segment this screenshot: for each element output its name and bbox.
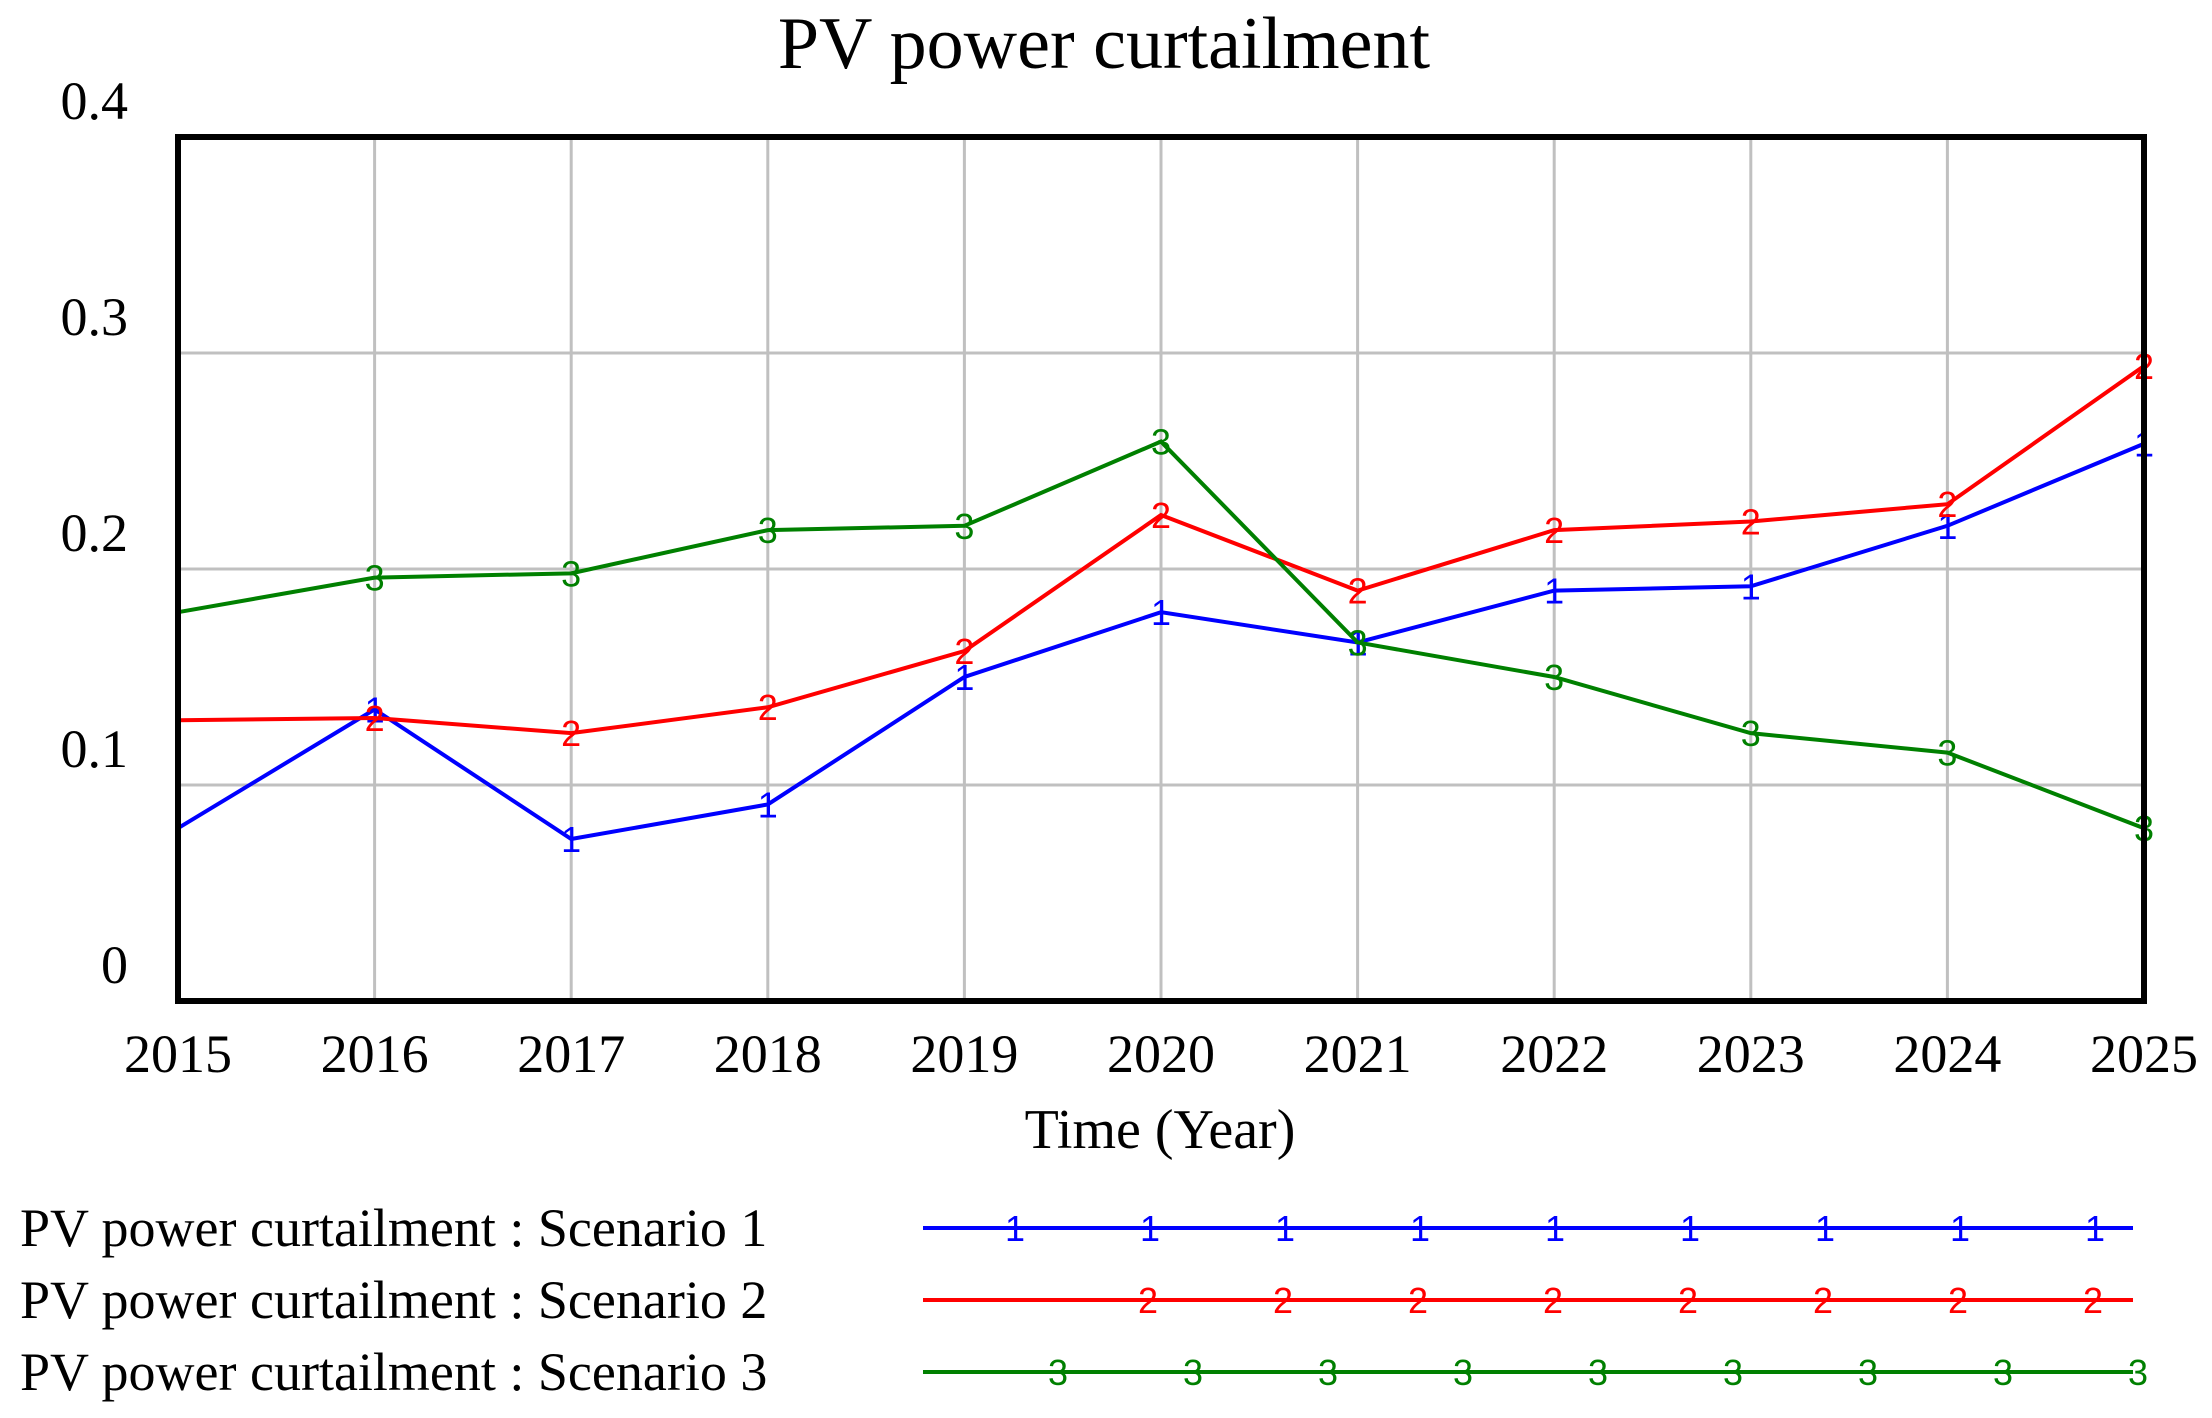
data-point-scenario-1: 1	[1544, 571, 1564, 612]
legend-marker-scenario-1: 1	[1680, 1208, 1700, 1249]
x-tick-label: 2023	[1697, 1024, 1805, 1084]
y-tick-label: 0.1	[61, 719, 129, 779]
legend-marker-scenario-2: 2	[1678, 1280, 1698, 1321]
x-tick-label: 2017	[517, 1024, 625, 1084]
legend-marker-scenario-2: 2	[2083, 1280, 2103, 1321]
data-point-scenario-1: 1	[758, 784, 778, 825]
x-tick-label: 2016	[321, 1024, 429, 1084]
data-point-scenario-1: 1	[1741, 566, 1761, 607]
legend-marker-scenario-1: 1	[1410, 1208, 1430, 1249]
legend-marker-scenario-3: 3	[1858, 1352, 1878, 1393]
plot-frame	[175, 134, 2147, 1004]
legend-marker-scenario-1: 1	[1140, 1208, 1160, 1249]
data-point-scenario-1: 1	[954, 657, 974, 698]
y-tick-label: 0	[101, 935, 128, 995]
legend-marker-scenario-1: 1	[2085, 1208, 2105, 1249]
legend-marker-scenario-1: 1	[1275, 1208, 1295, 1249]
legend-marker-scenario-1: 1	[1545, 1208, 1565, 1249]
x-tick-label: 2021	[1304, 1024, 1412, 1084]
legend-marker-scenario-2: 2	[1273, 1280, 1293, 1321]
data-point-scenario-3: 3	[1348, 622, 1368, 663]
legend-marker-scenario-1: 1	[1950, 1208, 1970, 1249]
legend-marker-scenario-3: 3	[2128, 1352, 2148, 1393]
x-tick-label: 2019	[910, 1024, 1018, 1084]
data-point-scenario-2: 2	[758, 687, 778, 728]
data-point-scenario-2: 2	[1937, 484, 1957, 525]
data-point-scenario-2: 2	[365, 698, 385, 739]
data-point-scenario-2: 2	[1741, 501, 1761, 542]
data-point-scenario-2: 2	[1544, 510, 1564, 551]
legend-marker-scenario-3: 3	[1723, 1352, 1743, 1393]
y-axis-ticks: 0 0.1 0.2 0.3 0.4	[61, 71, 129, 995]
x-axis-label: Time (Year)	[1025, 1099, 1296, 1161]
data-point-scenario-3: 3	[365, 558, 385, 599]
y-tick-label: 0.3	[61, 287, 129, 347]
legend-marker-scenario-3: 3	[1318, 1352, 1338, 1393]
data-point-scenario-1: 1	[561, 819, 581, 860]
data-point-scenario-3: 3	[954, 506, 974, 547]
legend-marker-scenario-2: 2	[1138, 1280, 1158, 1321]
series-line-scenario-1	[176, 441, 2145, 842]
legend-marker-scenario-1: 1	[1005, 1208, 1025, 1249]
data-point-scenario-2: 2	[1151, 495, 1171, 536]
data-point-scenario-3: 3	[758, 510, 778, 551]
series-line-scenario-3	[177, 439, 2145, 831]
legend-label-scenario-1: PV power curtailment : Scenario 1	[20, 1198, 767, 1258]
x-tick-label: 2018	[714, 1024, 822, 1084]
data-point-scenario-2: 2	[954, 631, 974, 672]
x-tick-label: 2025	[2090, 1024, 2198, 1084]
x-tick-label: 2020	[1107, 1024, 1215, 1084]
x-tick-label: 2024	[1893, 1024, 2001, 1084]
data-point-scenario-3: 3	[1544, 657, 1564, 698]
x-tick-label: 2022	[1500, 1024, 1608, 1084]
legend-marker-scenario-2: 2	[1408, 1280, 1428, 1321]
legend-label-scenario-3: PV power curtailment : Scenario 3	[20, 1342, 767, 1402]
legend-marker-scenario-3: 3	[1588, 1352, 1608, 1393]
data-point-scenario-2: 2	[561, 713, 581, 754]
data-point-scenario-1: 1	[1151, 592, 1171, 633]
series-line-scenario-2	[177, 364, 2146, 736]
grid-lines	[178, 137, 2144, 1001]
legend-label-scenario-2: PV power curtailment : Scenario 2	[20, 1270, 767, 1330]
legend-marker-scenario-3: 3	[1183, 1352, 1203, 1393]
chart-title: PV power curtailment	[778, 3, 1431, 85]
legend-marker-scenario-2: 2	[1543, 1280, 1563, 1321]
y-tick-label: 0.2	[61, 503, 129, 563]
data-point-scenario-3: 3	[561, 553, 581, 594]
legend-marker-scenario-2: 2	[1948, 1280, 1968, 1321]
x-axis-ticks: 2015 2016 2017 2018 2019 2020 2021 2022 2023 2024…	[124, 1024, 2198, 1084]
data-point-scenario-3: 3	[1741, 713, 1761, 754]
legend-marker-scenario-2: 2	[1813, 1280, 1833, 1321]
data-point-scenario-3: 3	[1937, 733, 1957, 774]
y-tick-label: 0.4	[61, 71, 129, 131]
legend-marker-scenario-1: 1	[1815, 1208, 1835, 1249]
data-point-scenario-3: 3	[1151, 422, 1171, 463]
legend-marker-scenario-3: 3	[1453, 1352, 1473, 1393]
legend: PV power curtailment : Scenario 1 1 1 1 1 1 1 1…	[20, 1198, 2148, 1402]
data-point-scenario-2: 2	[1348, 571, 1368, 612]
x-tick-label: 2015	[124, 1024, 232, 1084]
legend-marker-scenario-3: 3	[1048, 1352, 1068, 1393]
legend-marker-scenario-3: 3	[1993, 1352, 2013, 1393]
data-point-scenario-1: 1	[1937, 506, 1957, 547]
